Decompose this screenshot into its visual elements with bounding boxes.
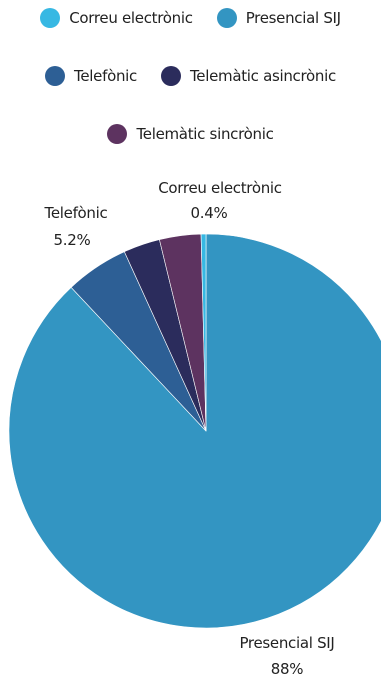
legend-label-telefonic: Telefònic <box>74 67 137 85</box>
pie-slice-presencial-sij[interactable] <box>8 233 381 629</box>
data-label-presencial-sij-value: 88% <box>271 660 303 678</box>
legend-item-telematic-asincronic[interactable]: Telemàtic asincrònic <box>160 66 336 86</box>
legend-swatch-telefonic <box>45 66 66 86</box>
legend-swatch-presencial-sij <box>216 8 237 28</box>
legend-swatch-telematic-sincronic <box>107 124 128 144</box>
legend-item-telefonic[interactable]: Telefònic <box>45 66 137 86</box>
legend-item-correu-electronic[interactable]: Correu electrònic <box>40 8 193 28</box>
pie-slice-correu-electronic[interactable] <box>200 233 207 432</box>
data-label-correu-electronic-value: 0.4% <box>191 204 228 222</box>
legend-swatch-correu-electronic <box>40 8 61 28</box>
pie-slices <box>8 233 381 629</box>
data-label-telefonic-value: 5.2% <box>54 231 91 249</box>
legend-label-telematic-asincronic: Telemàtic asincrònic <box>189 67 336 85</box>
legend-item-telematic-sincronic[interactable]: Telemàtic sincrònic <box>107 124 274 144</box>
legend-row-2: Telefònic Telemàtic asincrònic <box>0 64 381 88</box>
data-label-telefonic-name: Telefònic <box>44 204 108 222</box>
data-label-correu-electronic-name: Correu electrònic <box>158 179 282 197</box>
legend-row-1: Correu electrònic Presencial SIJ <box>0 6 381 30</box>
legend-label-correu-electronic: Correu electrònic <box>69 9 193 27</box>
data-label-presencial-sij-name: Presencial SIJ <box>239 634 334 652</box>
legend-row-3: Telemàtic sincrònic <box>0 122 381 146</box>
legend-item-presencial-sij[interactable]: Presencial SIJ <box>216 8 341 28</box>
legend-swatch-telematic-asincronic <box>160 66 181 86</box>
legend-label-telematic-sincronic: Telemàtic sincrònic <box>136 125 274 143</box>
legend-label-presencial-sij: Presencial SIJ <box>245 9 341 27</box>
